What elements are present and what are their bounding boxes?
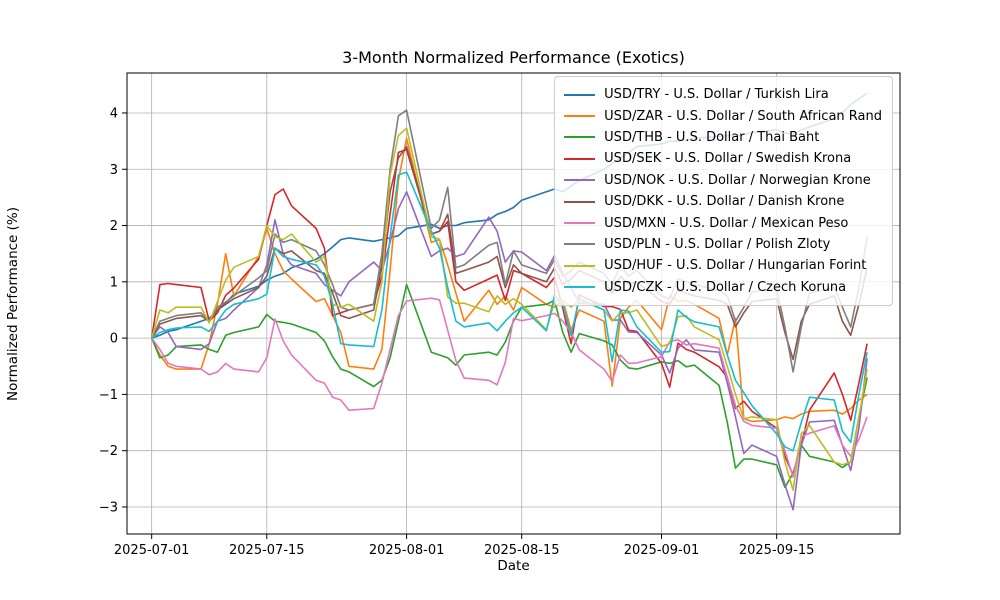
legend-label: USD/ZAR - U.S. Dollar / South African Ra… [604,108,882,124]
y-tick-label: 0 [110,332,118,347]
legend-label: USD/PLN - U.S. Dollar / Polish Zloty [604,236,831,252]
x-tick-label: 2025-09-15 [739,543,815,558]
series-line-usd-mxn [151,297,868,478]
y-tick-label: 4 [110,106,118,121]
legend-line-swatch [564,222,596,225]
y-tick-label: 1 [110,275,118,290]
y-tick-label: 3 [110,163,118,178]
x-axis-label: Date [497,558,530,574]
series-line-usd-dkk [151,145,868,361]
legend-line-swatch [564,264,596,267]
legend-label: USD/SEK - U.S. Dollar / Swedish Krona [604,151,852,167]
y-tick-label: −3 [99,500,118,515]
legend-item-usd-nok: USD/NOK - U.S. Dollar / Norwegian Krone [564,170,882,191]
series-line-usd-huf [150,127,868,491]
series-line-usd-czk [151,171,868,452]
legend-line-swatch [564,136,596,139]
legend-item-usd-pln: USD/PLN - U.S. Dollar / Polish Zloty [564,234,882,255]
legend-item-usd-huf: USD/HUF - U.S. Dollar / Hungarian Forint [564,255,882,276]
legend-line-swatch [564,243,596,246]
x-tick-label: 2025-07-01 [114,543,190,558]
legend-item-usd-mxn: USD/MXN - U.S. Dollar / Mexican Peso [564,212,882,233]
legend-label: USD/CZK - U.S. Dollar / Czech Koruna [604,279,847,295]
x-tick-label: 2025-08-01 [369,543,445,558]
legend-line-swatch [564,200,596,203]
x-tick-label: 2025-08-15 [484,543,560,558]
legend-line-swatch [564,157,596,160]
series-line-usd-nok [151,191,868,511]
legend-item-usd-sek: USD/SEK - U.S. Dollar / Swedish Krona [564,148,882,169]
legend-item-usd-try: USD/TRY - U.S. Dollar / Turkish Lira [564,84,882,105]
legend-label: USD/NOK - U.S. Dollar / Norwegian Krone [604,172,871,188]
chart-title: 3-Month Normalized Performance (Exotics) [342,48,685,67]
series-line-usd-thb [150,283,868,489]
y-axis-label: Normalized Performance (%) [5,206,21,402]
x-tick-label: 2025-07-15 [229,543,305,558]
legend-label: USD/HUF - U.S. Dollar / Hungarian Forint [604,258,867,274]
plot-border [126,72,901,535]
series-line-usd-sek [150,148,868,476]
legend-line-swatch [564,286,596,289]
legend-item-usd-dkk: USD/DKK - U.S. Dollar / Danish Krone [564,191,882,212]
legend-line-swatch [564,179,596,182]
legend-label: USD/MXN - U.S. Dollar / Mexican Peso [604,215,849,231]
legend-item-usd-zar: USD/ZAR - U.S. Dollar / South African Ra… [564,105,882,126]
legend-label: USD/DKK - U.S. Dollar / Danish Krone [604,194,845,210]
y-tick-label: −2 [99,444,118,459]
legend-item-usd-czk: USD/CZK - U.S. Dollar / Czech Koruna [564,277,882,298]
legend-label: USD/TRY - U.S. Dollar / Turkish Lira [604,87,829,103]
y-tick-label: −1 [99,388,118,403]
legend-item-usd-thb: USD/THB - U.S. Dollar / Thai Baht [564,127,882,148]
x-tick-label: 2025-09-01 [624,543,700,558]
legend-line-swatch [564,93,596,96]
y-tick-label: 2 [110,219,118,234]
legend-label: USD/THB - U.S. Dollar / Thai Baht [604,129,820,145]
legend-line-swatch [564,115,596,118]
legend: USD/TRY - U.S. Dollar / Turkish Lira USD/… [554,76,893,306]
